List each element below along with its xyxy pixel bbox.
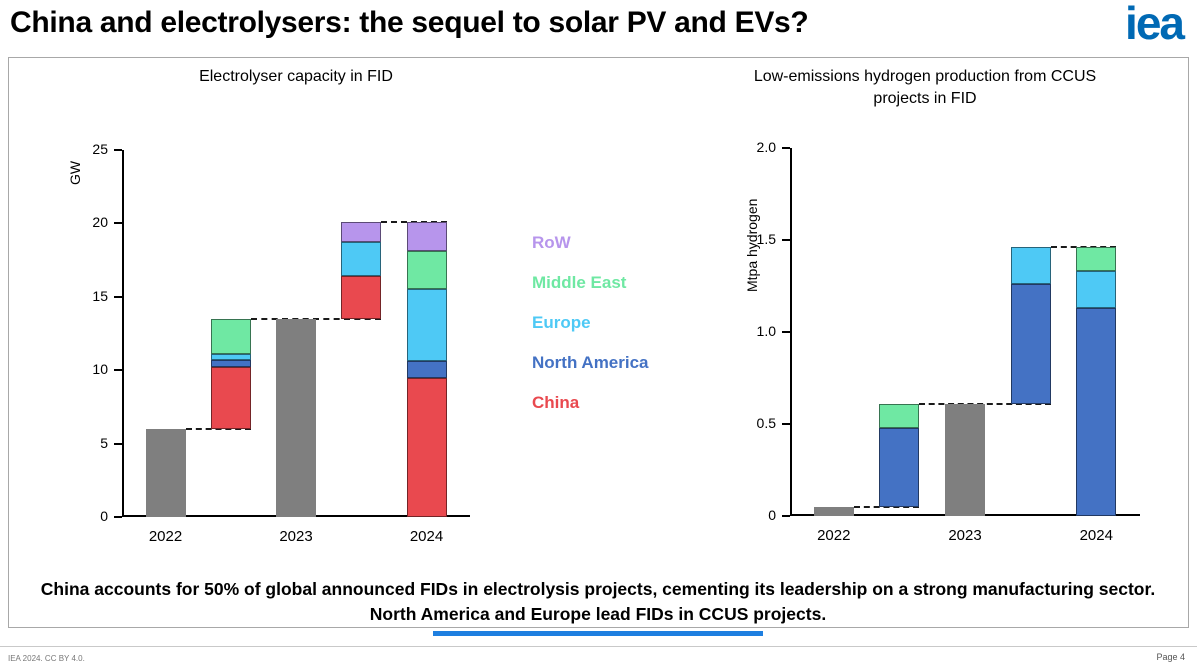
key-message: China accounts for 50% of global announc… [40, 579, 1156, 624]
legend-item-china: China [532, 393, 580, 412]
y-tick [114, 442, 122, 445]
y-axis [122, 150, 124, 517]
bar-segment-middle-east [406, 251, 447, 290]
bar-segment-total [813, 506, 854, 516]
plot-area-electrolyser: 0 5 10 15 20 25 2022 2023 2024 [92, 141, 470, 545]
bar-segment-north-america [210, 359, 251, 368]
legend: RoW Middle East Europe North America China [532, 232, 649, 432]
connector-dashed-line [853, 505, 920, 508]
iea-logo: iea [1125, 0, 1185, 49]
y-tick [782, 239, 790, 241]
page-number: Page 4 [1156, 652, 1185, 662]
legend-item-north-america: North America [532, 353, 649, 372]
bar-segment-total [276, 318, 316, 517]
y-axis [790, 148, 792, 516]
bar-segment-total [145, 428, 186, 517]
y-tick-label: 0 [768, 507, 776, 523]
x-tick-label: 2022 [817, 527, 851, 544]
y-tick-label: 15 [92, 287, 108, 304]
y-tick-label: 5 [100, 434, 108, 451]
bar-segment-china [210, 367, 251, 429]
y-tick-label: 25 [92, 141, 108, 157]
footer-divider [0, 646, 1197, 647]
bar-segment-north-america [879, 427, 920, 507]
y-tick-label: 1.0 [756, 323, 776, 339]
bar-segment-total [945, 403, 985, 516]
blue-divider [433, 631, 763, 636]
y-tick [782, 331, 790, 333]
y-tick [782, 147, 790, 149]
y-tick [114, 516, 122, 518]
chart-title-electrolyser: Electrolyser capacity in FID [199, 68, 393, 85]
connector-dashed-line [250, 317, 382, 320]
content-frame [8, 57, 1189, 628]
bar-segment-north-america [1076, 308, 1117, 516]
electrolyser-chart: Electrolyser capacity in FID GW 0 5 10 15 20… [10, 60, 540, 565]
x-tick-label: 2023 [948, 527, 982, 544]
bar-segment-china [406, 377, 447, 517]
bar-segment-europe [341, 242, 382, 277]
bar-segment-europe [1076, 271, 1117, 309]
y-tick-label: 2.0 [756, 139, 776, 155]
y-tick [114, 222, 122, 225]
bar-segment-north-america [1010, 284, 1051, 404]
y-tick [782, 423, 790, 425]
slide-title: China and electrolysers: the sequel to s… [10, 6, 809, 39]
chart-title-ccus: Low-emissions hydrogen production from C… [753, 68, 1097, 107]
ccus-hydrogen-chart: Low-emissions hydrogen production from C… [700, 60, 1190, 565]
x-tick-label: 2024 [1079, 527, 1113, 544]
y-tick [114, 295, 122, 298]
bar-segment-middle-east [879, 403, 920, 428]
bar-segment-europe [210, 354, 251, 360]
connector-dashed-line [919, 402, 1051, 405]
bar-segment-europe [406, 289, 447, 362]
bar-segment-europe [1010, 247, 1051, 285]
y-tick-label: 0 [100, 508, 108, 524]
y-tick-label: 0.5 [756, 415, 776, 431]
bar-segment-row [341, 221, 382, 243]
x-tick-label: 2024 [409, 528, 444, 545]
legend-item-europe: Europe [532, 313, 591, 332]
x-tick-label: 2023 [279, 528, 313, 545]
y-tick-label: 20 [92, 214, 108, 231]
plot-area-ccus: 0 0.5 1.0 1.5 2.0 2022 2023 2024 [757, 139, 1140, 544]
bar-segment-middle-east [1076, 247, 1117, 272]
bar-segment-north-america [406, 361, 447, 378]
x-tick-label: 2022 [148, 528, 183, 545]
bar-segment-row [406, 221, 447, 252]
y-tick [782, 515, 790, 517]
y-tick [114, 149, 122, 151]
legend-item-row: RoW [532, 233, 571, 252]
y-tick-label: 10 [92, 361, 108, 378]
legend-item-middle-east: Middle East [532, 273, 627, 292]
y-tick-label: 1.5 [756, 231, 776, 247]
connector-dashed-line [185, 427, 251, 430]
bar-segment-china [341, 276, 382, 319]
y-axis-label-gw: GW [67, 160, 83, 185]
bar-segment-middle-east [210, 318, 251, 355]
license-text: IEA 2024. CC BY 4.0. [8, 654, 85, 663]
y-tick [114, 369, 122, 372]
